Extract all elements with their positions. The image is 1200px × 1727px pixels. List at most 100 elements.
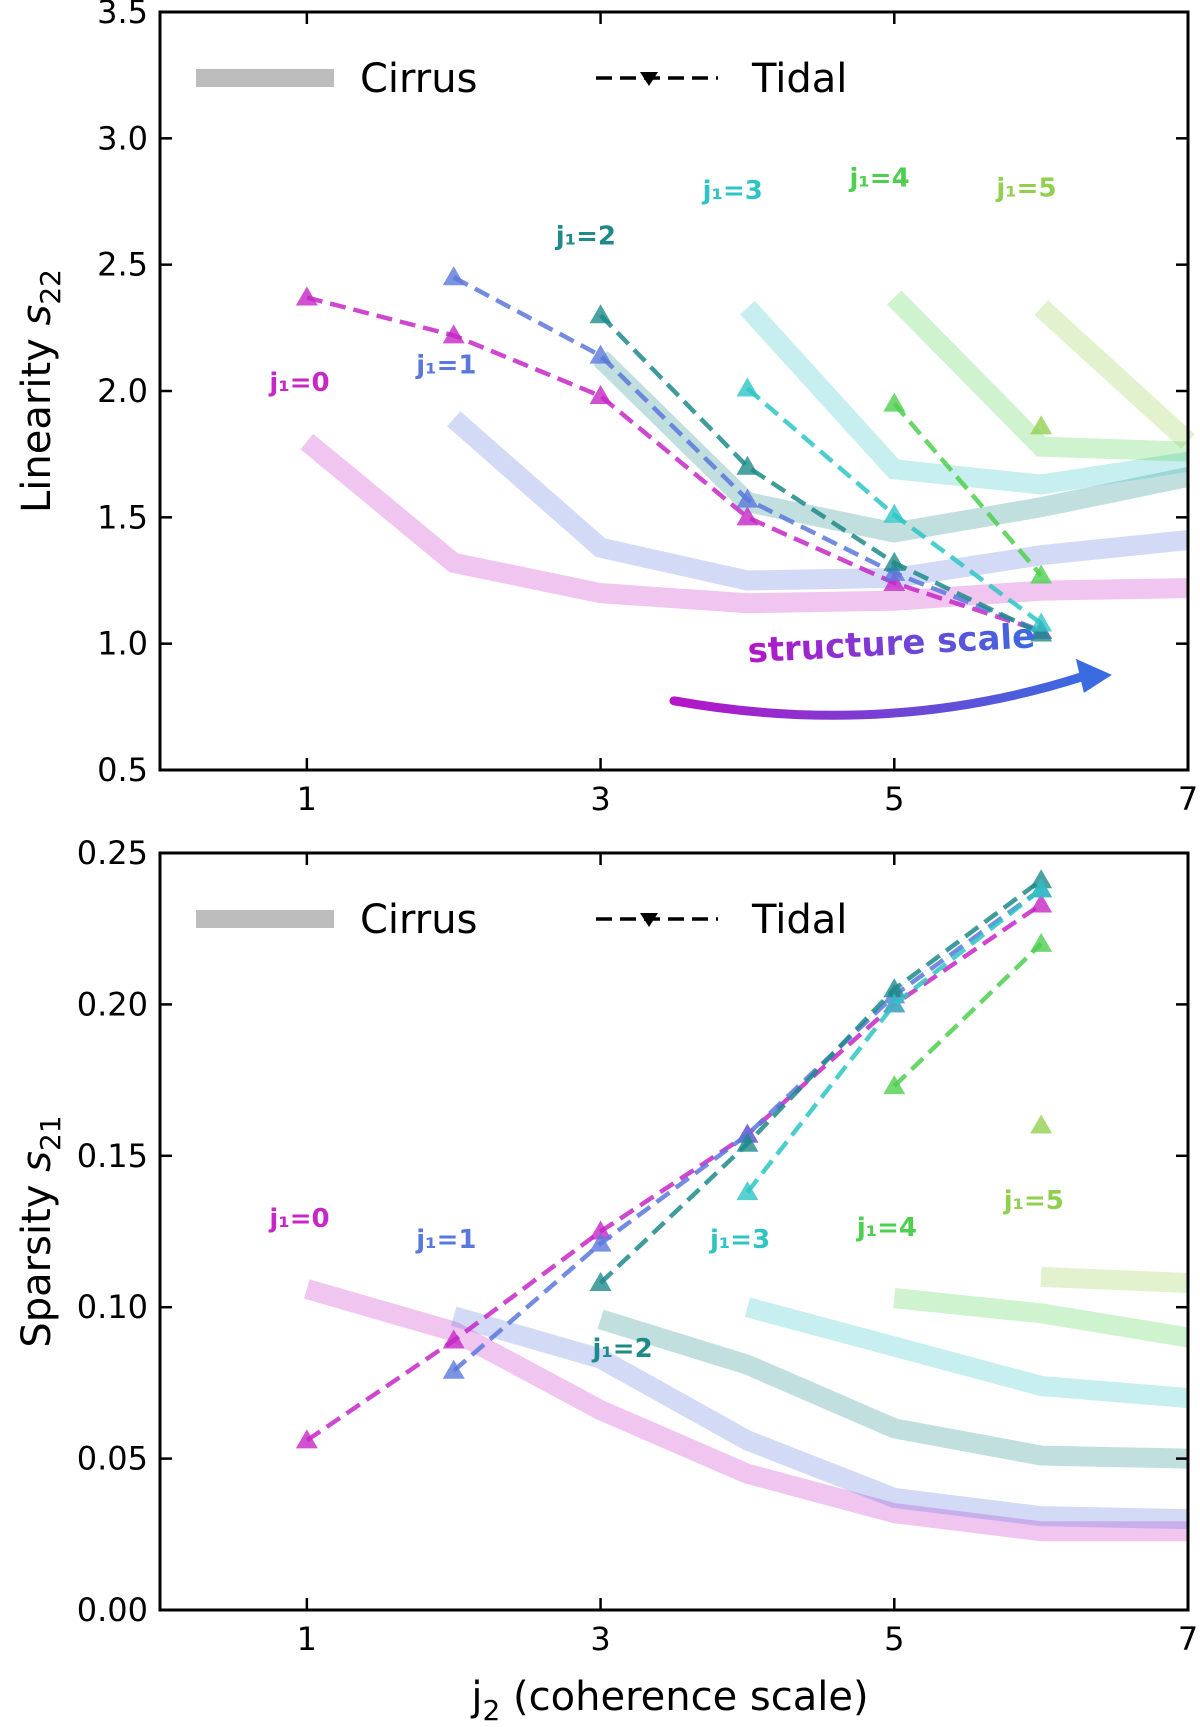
cirrus-line-j1=5 [1034, 300, 1195, 449]
tidal-point-j1=2 [736, 455, 759, 475]
tidal-point-j1=0 [589, 1220, 612, 1240]
tidal-point-j1=3 [883, 993, 906, 1013]
y-tick-label: 2.0 [97, 372, 148, 410]
tidal-point-j1=3 [1030, 878, 1053, 898]
structure-scale-label: structure scale [747, 616, 1036, 671]
tidal-point-j1=1 [589, 1232, 612, 1252]
tidal-line-j1=0 [306, 295, 1042, 634]
series-label: j₁=4 [856, 1213, 917, 1243]
cirrus-line-j1=3 [740, 300, 1190, 495]
y-tick-label: 3.5 [97, 0, 148, 31]
tidal-point-j1=3 [1030, 612, 1053, 632]
legend-cirrus-label: Cirrus [360, 56, 477, 102]
structure-scale-arrowhead [1075, 658, 1112, 693]
series-label: j₁=0 [268, 368, 329, 398]
tidal-point-j1=5 [1030, 415, 1053, 435]
legend-tidal-marker [640, 72, 658, 86]
tidal-line-j1=1 [452, 887, 1043, 1373]
cirrus-line-j1=4 [893, 1288, 1190, 1348]
legend-tidal-label: Tidal [751, 56, 847, 102]
y-tick-label: 3.0 [97, 119, 148, 157]
tidal-point-j1=4 [1030, 564, 1053, 584]
cirrus-line-j1=1 [447, 411, 1190, 591]
y-tick-label: 0.10 [77, 1288, 148, 1326]
series-label: j₁=5 [995, 173, 1056, 203]
series-label: j₁=2 [555, 221, 616, 251]
x-axis-label: j2 (coherence scale) [470, 1674, 868, 1722]
series-label: j₁=0 [268, 1204, 329, 1234]
panel-sparsity: j₁=0 j₁=1 j₁=2 j₁=3 j₁=4 j₁=5 0.00 0.05 0.10 0.15… [14, 834, 1198, 1658]
tidal-point-j1=2 [1030, 622, 1053, 642]
x-tick-label: 7 [1178, 780, 1198, 818]
x-tick-label: 5 [884, 780, 904, 818]
y-tick-label: 2.5 [97, 246, 148, 284]
y-tick-label: 1.5 [97, 498, 148, 536]
y-tick-label: 0.15 [77, 1137, 148, 1175]
tidal-line-j1=2 [599, 878, 1043, 1285]
tidal-point-j1=0 [295, 1429, 318, 1449]
tidal-point-j1=3 [736, 377, 759, 397]
tidal-point-j1=2 [589, 304, 612, 324]
panel-linearity: j₁=0 j₁=1 j₁=2 j₁=3 j₁=4 j₁=5 0.5 1.0 1.5 2.0 2.5 3… [14, 0, 1198, 818]
tidal-point-j1=1 [589, 344, 612, 364]
cirrus-line-j1=2 [593, 351, 1191, 543]
tidal-point-j1=4 [883, 392, 906, 412]
legend-tidal-label: Tidal [751, 897, 847, 943]
cirrus-line-j1=2 [597, 1309, 1189, 1469]
series-label: j₁=1 [415, 1225, 476, 1255]
y-axis-label: Linearity s22 [14, 269, 67, 513]
tidal-line-j1=4 [892, 402, 1043, 577]
tidal-point-j1=2 [883, 551, 906, 571]
legend-tidal-marker [640, 913, 658, 927]
tidal-point-j1=0 [589, 385, 612, 405]
series-label: j₁=2 [592, 1334, 653, 1364]
cirrus-line-j1=3 [744, 1297, 1189, 1409]
tidal-point-j1=0 [295, 286, 318, 306]
x-tick-label: 7 [1178, 1620, 1198, 1658]
tidal-point-j1=2 [883, 978, 906, 998]
tidal-point-j1=0 [442, 324, 465, 344]
x-tick-label: 1 [297, 1620, 317, 1658]
tidal-point-j1=1 [442, 1359, 465, 1379]
x-tick-label: 3 [590, 1620, 610, 1658]
tidal-point-j1=4 [1030, 932, 1053, 952]
cirrus-line-j1=0 [300, 433, 1189, 614]
tidal-line-j1=4 [892, 942, 1043, 1088]
series-label: j₁=3 [702, 176, 763, 206]
x-tick-label: 1 [297, 780, 317, 818]
series-label: j₁=3 [709, 1225, 770, 1255]
tidal-point-j1=3 [883, 503, 906, 523]
tidal-line-j1=2 [598, 313, 1043, 636]
tidal-point-j1=2 [589, 1271, 612, 1291]
tidal-point-j1=1 [736, 488, 759, 508]
tidal-line-j1=0 [305, 902, 1043, 1443]
series-label: j₁=5 [1003, 1186, 1064, 1216]
x-tick-label: 3 [590, 780, 610, 818]
tidal-point-j1=4 [883, 1075, 906, 1095]
tidal-point-j1=2 [736, 1132, 759, 1152]
y-tick-label: 0.20 [77, 985, 148, 1023]
cirrus-line-j1=1 [450, 1306, 1189, 1530]
y-tick-label: 1.0 [97, 625, 148, 663]
series-label: j₁=4 [849, 163, 910, 193]
y-axis-label: Sparsity s21 [14, 1115, 67, 1347]
tidal-point-j1=0 [442, 1329, 465, 1349]
tidal-point-j1=0 [1030, 893, 1053, 913]
y-tick-label: 0.00 [77, 1591, 148, 1629]
y-tick-label: 0.25 [77, 834, 148, 872]
structure-scale-arrow [669, 672, 1087, 720]
tidal-point-j1=0 [883, 572, 906, 592]
y-tick-label: 0.5 [97, 751, 148, 789]
axes-frame [158, 851, 1190, 1612]
tidal-point-j1=3 [736, 1181, 759, 1201]
cirrus-line-j1=4 [887, 290, 1189, 462]
series-label: j₁=1 [415, 350, 476, 380]
tidal-point-j1=1 [442, 266, 465, 286]
y-tick-label: 0.05 [77, 1440, 148, 1478]
tidal-point-j1=0 [736, 506, 759, 526]
x-tick-label: 5 [884, 1620, 904, 1658]
tidal-point-j1=1 [883, 561, 906, 581]
tidal-point-j1=5 [1030, 1114, 1053, 1134]
